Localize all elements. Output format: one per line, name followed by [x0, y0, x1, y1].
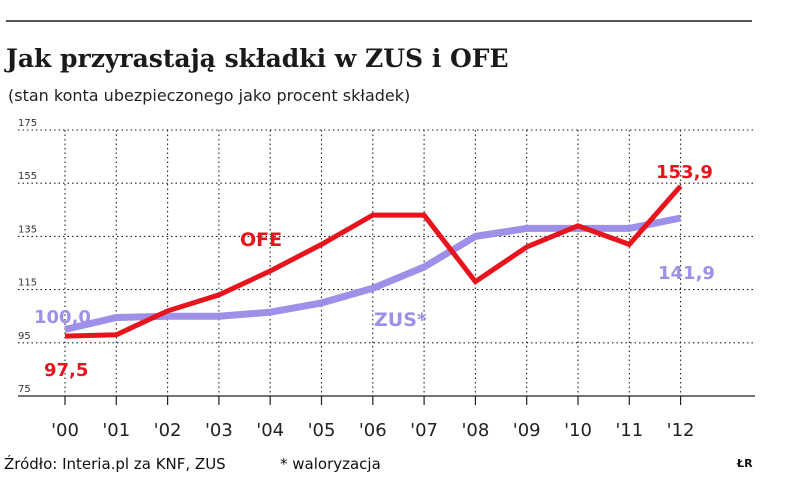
value-label-zus-start: 100,0 [34, 307, 91, 328]
value-label-ofe-end: 153,9 [656, 162, 713, 183]
series-label-zus: ZUS* [374, 309, 427, 331]
x-tick-label: '10 [564, 420, 592, 441]
y-tick-label: 155 [18, 171, 37, 182]
chart-subtitle: (stan konta ubezpieczonego jako procent … [8, 86, 411, 105]
top-rule [6, 20, 752, 22]
publisher-logo: ŁR [737, 457, 753, 470]
x-tick-label: '00 [51, 420, 79, 441]
x-tick-label: '06 [359, 420, 387, 441]
x-tick-label: '03 [205, 420, 233, 441]
y-tick-label: 95 [18, 331, 31, 342]
annotations: OFE ZUS* 100,0 97,5 153,9 141,9 [34, 162, 715, 381]
series [64, 184, 683, 339]
y-tick-label: 75 [18, 384, 31, 395]
x-tick-label: '12 [667, 420, 695, 441]
x-axis-ticks: '00 '01 '02 '03 '04 '05 '06 '07 '08 '09 '10 '11 '12 [18, 395, 755, 441]
x-tick-label: '04 [256, 420, 284, 441]
x-tick-label: '02 [154, 420, 182, 441]
chart-title: Jak przyrastają składki w ZUS i OFE [6, 44, 509, 73]
x-tick-label: '01 [102, 420, 130, 441]
x-tick-label: '08 [461, 420, 489, 441]
x-tick-label: '09 [513, 420, 541, 441]
x-tick-label: '11 [615, 420, 643, 441]
y-tick-label: 135 [18, 224, 37, 235]
grid [18, 129, 755, 397]
series-line-ofe [64, 184, 683, 339]
y-axis-ticks: 175 155 135 115 95 75 [18, 118, 37, 395]
source-note: Źródło: Interia.pl za KNF, ZUS [4, 455, 226, 473]
series-label-ofe: OFE [240, 229, 282, 251]
value-label-zus-end: 141,9 [658, 263, 715, 284]
x-tick-label: '05 [308, 420, 336, 441]
value-label-ofe-start: 97,5 [44, 360, 88, 381]
y-tick-label: 175 [18, 118, 37, 129]
footnote: * waloryzacja [280, 455, 381, 473]
x-tick-label: '07 [410, 420, 438, 441]
y-tick-label: 115 [18, 278, 37, 289]
